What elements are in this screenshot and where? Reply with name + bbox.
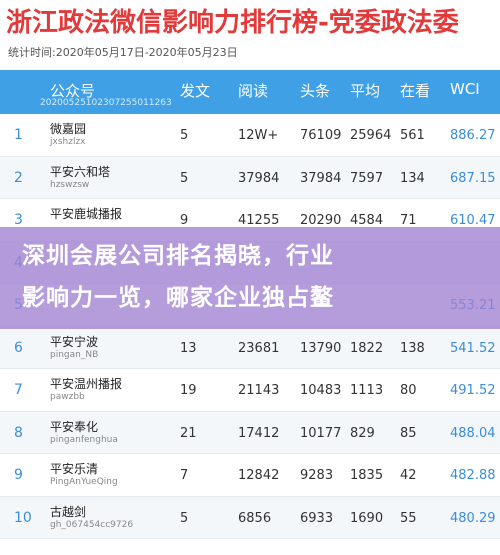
banner-headline: 深圳会展公司排名揭晓，行业 影响力一览，哪家企业独占鳌 — [22, 235, 500, 319]
row-reads: 41255 — [238, 213, 280, 228]
row-rank: 2 — [14, 169, 23, 186]
row-posts: 5 — [180, 128, 189, 143]
row-wci: 482.88 — [450, 468, 496, 483]
row-account-name: 微嘉园 — [50, 122, 87, 136]
row-account-name: 平安宁波 — [50, 334, 99, 349]
row-reads: 6856 — [238, 510, 272, 526]
row-avg: 25964 — [350, 128, 392, 143]
row-top: 76109 — [300, 128, 342, 143]
ranking-table: 公众号 20200525102307255011263 发文 阅读 头条 平均 … — [0, 70, 500, 539]
row-top: 13790 — [300, 340, 342, 356]
row-top: 6933 — [300, 510, 334, 526]
col-wci: WCI — [450, 80, 480, 98]
row-account-name: 古越剑 — [50, 504, 87, 519]
row-wci: 488.04 — [450, 425, 496, 441]
row-wci: 480.29 — [450, 510, 496, 526]
row-rank: 7 — [14, 382, 23, 398]
row-account-id: jxshzlzx — [50, 137, 86, 147]
date-range: 统计时间:2020年05月17日-2020年05月23日 — [8, 46, 238, 59]
table-header: 公众号 20200525102307255011263 发文 阅读 头条 平均 … — [0, 70, 500, 114]
row-account-name: 平安奉化 — [50, 419, 99, 434]
row-account-name: 平安鹿城播报 — [50, 207, 123, 221]
table-row: 8 平安奉化 pinganfenghua 21 17412 10177 829 85 488.0… — [0, 411, 500, 454]
banner-line-1: 深圳会展公司排名揭晓，行业 — [22, 243, 334, 269]
col-avg: 平均 — [350, 82, 381, 100]
row-posts: 5 — [180, 510, 189, 526]
row-wci: 886.27 — [450, 128, 496, 143]
row-posts: 13 — [180, 340, 197, 356]
row-avg: 4584 — [350, 213, 384, 228]
row-likes: 71 — [400, 213, 417, 228]
row-likes: 55 — [400, 510, 417, 526]
table-row: 7 平安温州播报 pawzbb 19 21143 10483 1113 80 491.52 — [0, 369, 500, 412]
row-rank: 9 — [14, 467, 23, 483]
row-rank: 1 — [14, 127, 23, 143]
col-reads: 阅读 — [238, 82, 269, 100]
banner-line-2: 影响力一览，哪家企业独占鳌 — [22, 285, 334, 311]
row-wci: 610.47 — [450, 213, 496, 228]
row-account-id: pinganfenghua — [50, 434, 118, 445]
row-account-id: pawzbb — [50, 392, 85, 402]
row-rank: 6 — [14, 339, 23, 356]
row-avg: 1690 — [350, 510, 384, 526]
row-wci: 491.52 — [450, 383, 496, 398]
table-row: 1 微嘉园 jxshzlzx 5 12W+ 76109 25964 561 886.27 — [0, 114, 500, 157]
row-likes: 42 — [400, 468, 417, 483]
row-top: 10483 — [300, 383, 342, 398]
table-body: 1 微嘉园 jxshzlzx 5 12W+ 76109 25964 561 886.27 2 平安六… — [0, 114, 500, 539]
row-likes: 561 — [400, 128, 425, 143]
row-reads: 17412 — [238, 425, 280, 441]
col-likes: 在看 — [400, 82, 431, 100]
table-row: 10 古越剑 gh_067454cc9726 5 6856 6933 1690 55 480.2… — [0, 496, 500, 539]
row-avg: 1822 — [350, 340, 384, 356]
row-account-name: 平安温州播报 — [50, 377, 123, 391]
col-posts: 发文 — [180, 82, 211, 100]
row-account-id: gh_067454cc9726 — [50, 519, 134, 530]
row-reads: 12842 — [238, 468, 280, 483]
row-reads: 12W+ — [238, 128, 279, 143]
row-top: 10177 — [300, 425, 342, 441]
table-row: 2 平安六和塔 hzswzsw 5 37984 37984 7597 134 687.15 — [0, 156, 500, 199]
row-likes: 80 — [400, 383, 417, 398]
row-account-name: 平安六和塔 — [50, 164, 111, 179]
row-posts: 7 — [180, 468, 189, 483]
row-posts: 9 — [180, 213, 189, 228]
row-reads: 23681 — [238, 340, 280, 356]
row-reads: 37984 — [238, 170, 280, 186]
row-avg: 1835 — [350, 468, 384, 483]
col-account: 公众号 — [50, 82, 96, 100]
row-account-id: PingAnYueQing — [50, 477, 118, 487]
row-top: 20290 — [300, 213, 342, 228]
row-wci: 687.15 — [450, 170, 496, 186]
row-account-id: hzswzsw — [50, 179, 90, 190]
row-likes: 138 — [400, 340, 425, 356]
report-id: 20200525102307255011263 — [40, 98, 172, 108]
row-posts: 5 — [180, 170, 189, 186]
row-reads: 21143 — [238, 383, 280, 398]
row-top: 9283 — [300, 468, 334, 483]
row-posts: 21 — [180, 425, 197, 441]
row-rank: 8 — [14, 424, 23, 441]
col-top: 头条 — [300, 82, 331, 100]
table-row: 9 平安乐清 PingAnYueQing 7 12842 9283 1835 42 482.88 — [0, 454, 500, 497]
table-row: 6 平安宁波 pingan_NB 13 23681 13790 1822 138 541.52 — [0, 326, 500, 369]
row-account-id: pingan_NB — [50, 349, 99, 360]
row-wci: 541.52 — [450, 340, 496, 356]
row-likes: 134 — [400, 170, 425, 186]
row-top: 37984 — [300, 170, 342, 186]
row-avg: 829 — [350, 425, 375, 441]
row-avg: 7597 — [350, 170, 384, 186]
overlay-banner: 深圳会展公司排名揭晓，行业 影响力一览，哪家企业独占鳌 — [0, 227, 500, 329]
row-rank: 10 — [14, 509, 32, 526]
row-avg: 1113 — [350, 383, 384, 398]
row-posts: 19 — [180, 383, 197, 398]
row-rank: 3 — [14, 212, 23, 228]
row-likes: 85 — [400, 425, 417, 441]
row-account-name: 平安乐清 — [50, 462, 99, 476]
page-title: 浙江政法微信影响力排行榜-党委政法委 — [6, 8, 459, 38]
